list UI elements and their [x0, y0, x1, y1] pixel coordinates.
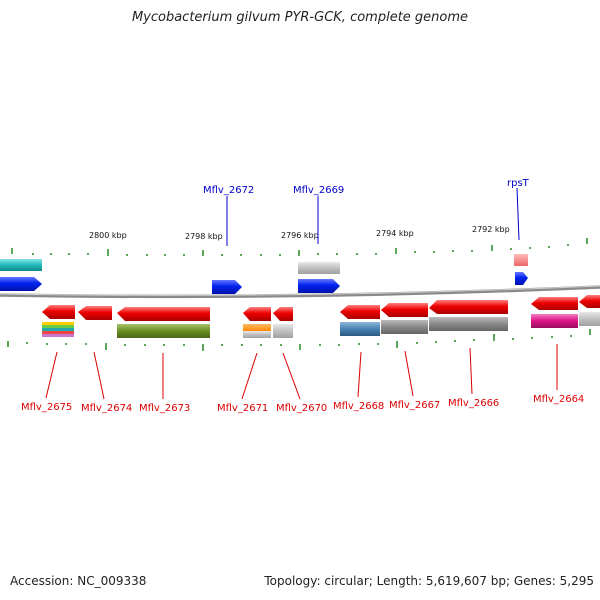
feature-pink[interactable]	[514, 254, 528, 266]
gene-arrow-reverse[interactable]	[429, 300, 508, 314]
gene-label[interactable]: Mflv_2668	[333, 401, 384, 412]
gene-arrow-forward[interactable]	[298, 279, 340, 293]
map-title: Mycobacterium gilvum PYR-GCK, complete g…	[131, 10, 469, 25]
scale-label: 2794 kbp	[376, 229, 414, 238]
gene-arrow-reverse[interactable]	[579, 295, 600, 308]
genome-backbone-highlight	[0, 285, 600, 296]
feature-gray[interactable]	[298, 262, 340, 274]
genome-backbone	[0, 285, 600, 299]
scale-label: 2792 kbp	[472, 225, 510, 234]
accession-text: Accession: NC_009338	[10, 574, 147, 588]
lower-ticks	[7, 329, 591, 351]
gene-arrow-reverse[interactable]	[243, 307, 271, 321]
feature-magenta[interactable]	[531, 314, 578, 328]
gene-label[interactable]: Mflv_2674	[81, 403, 132, 414]
scale-label: 2796 kbp	[281, 231, 319, 240]
feature-gray[interactable]	[381, 320, 428, 334]
gene-arrow-forward[interactable]	[515, 272, 528, 285]
gene-arrow-reverse[interactable]	[273, 307, 293, 321]
gene-arrow-reverse[interactable]	[117, 307, 210, 321]
gene-label[interactable]: Mflv_2667	[389, 400, 440, 411]
gene-label[interactable]: Mflv_2673	[139, 403, 190, 414]
upper-ticks	[11, 238, 588, 256]
gene-label[interactable]: Mflv_2664	[533, 394, 584, 405]
genome-stats-text: Topology: circular; Length: 5,619,607 bp…	[264, 574, 594, 588]
gene-arrow-reverse[interactable]	[340, 305, 380, 319]
feature-olive[interactable]	[117, 324, 210, 338]
feature-steel[interactable]	[340, 322, 380, 336]
feature-gray[interactable]	[243, 331, 271, 338]
gene-label[interactable]: Mflv_2666	[448, 398, 499, 409]
gene-label[interactable]: Mflv_2669	[293, 185, 344, 196]
feature-gray[interactable]	[579, 312, 600, 326]
gene-arrow-forward[interactable]	[212, 280, 242, 294]
gene-arrow-reverse[interactable]	[381, 303, 428, 317]
bottom-leader-lines	[45, 344, 558, 400]
gene-label[interactable]: Mflv_2671	[217, 403, 268, 414]
feature-gray[interactable]	[429, 317, 508, 331]
gene-arrow-reverse[interactable]	[531, 297, 578, 310]
gene-arrow-forward[interactable]	[0, 277, 42, 291]
feature-multicolor[interactable]	[42, 322, 74, 337]
gene-label[interactable]: Mflv_2672	[203, 185, 254, 196]
scale-label: 2800 kbp	[89, 231, 127, 240]
feature-cyan[interactable]	[0, 259, 42, 271]
gene-label[interactable]: rpsT	[507, 178, 530, 189]
top-leader-lines	[226, 187, 520, 246]
feature-orange[interactable]	[243, 324, 271, 331]
scale-label: 2798 kbp	[185, 232, 223, 241]
feature-gray[interactable]	[273, 324, 293, 338]
gene-label[interactable]: Mflv_2675	[21, 402, 72, 413]
gene-arrow-reverse[interactable]	[42, 305, 75, 319]
gene-arrow-reverse[interactable]	[78, 306, 112, 320]
gene-label[interactable]: Mflv_2670	[276, 403, 327, 414]
